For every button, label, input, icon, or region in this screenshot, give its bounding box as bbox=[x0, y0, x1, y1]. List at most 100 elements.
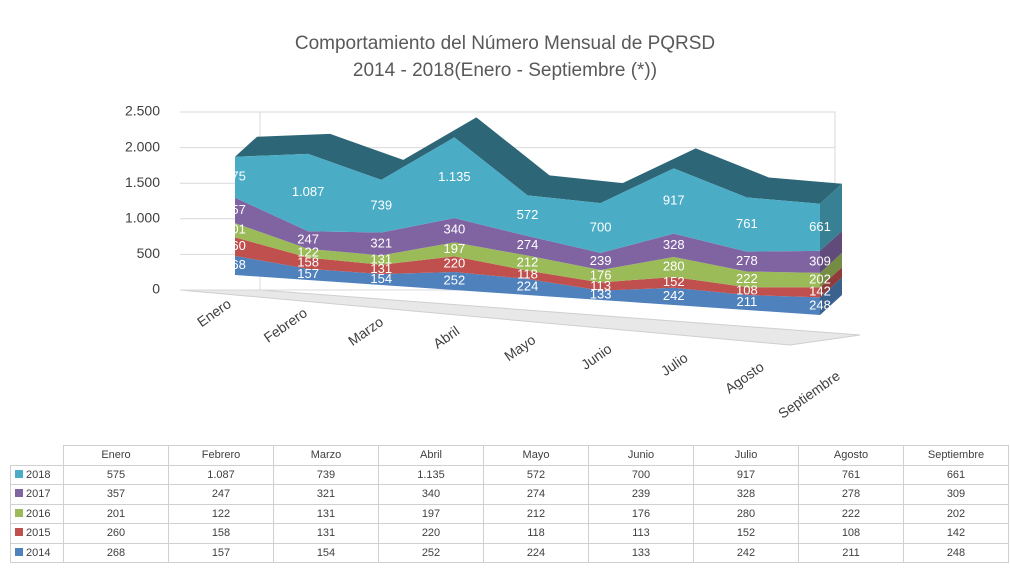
chart-title: Comportamiento del Número Mensual de PQR… bbox=[295, 33, 715, 54]
data-label: 211 bbox=[737, 294, 758, 309]
area-side bbox=[820, 277, 842, 315]
table-cell: 309 bbox=[903, 484, 1009, 505]
data-label: 268 bbox=[224, 257, 246, 272]
table-cell: 761 bbox=[798, 464, 904, 485]
table-series: 2018 bbox=[10, 464, 64, 485]
table-header: Abril bbox=[378, 445, 484, 466]
table-cell: 118 bbox=[483, 523, 589, 544]
legend-swatch bbox=[15, 469, 23, 478]
data-label: 321 bbox=[370, 235, 392, 250]
table-cell: 131 bbox=[273, 523, 379, 544]
table-cell: 152 bbox=[693, 523, 799, 544]
table-cell: 328 bbox=[693, 484, 799, 505]
table-cell: 321 bbox=[273, 484, 379, 505]
data-label: 278 bbox=[736, 253, 758, 268]
table-cell: 158 bbox=[168, 523, 274, 544]
table-cell: 247 bbox=[168, 484, 274, 505]
table-cell: 133 bbox=[588, 542, 694, 563]
x-tick-label: Febrero bbox=[261, 304, 311, 345]
data-label: 108 bbox=[736, 283, 758, 298]
legend-label: 2016 bbox=[26, 507, 51, 520]
data-label: 575 bbox=[224, 169, 246, 184]
legend-swatch bbox=[15, 489, 23, 498]
data-label: 274 bbox=[517, 237, 539, 252]
table-header: Marzo bbox=[273, 445, 379, 466]
table-cell: 739 bbox=[273, 464, 379, 485]
data-label: 131 bbox=[370, 261, 392, 276]
legend-swatch bbox=[15, 528, 23, 537]
data-label: 572 bbox=[517, 207, 539, 222]
data-label: 157 bbox=[297, 266, 319, 281]
x-tick-label: Mayo bbox=[501, 331, 538, 364]
table-cell: 280 bbox=[693, 503, 799, 524]
table-series: 2014 bbox=[10, 542, 64, 563]
data-label: 1.087 bbox=[292, 184, 325, 199]
y-tick-label: 2.500 bbox=[125, 103, 160, 119]
y-tick-label: 500 bbox=[137, 245, 161, 261]
table-row: 2018 575 1.087 739 1.135 572 700 917 761 661 bbox=[10, 464, 1009, 485]
table-cell: 661 bbox=[903, 464, 1009, 485]
x-tick-label: Enero bbox=[194, 295, 234, 330]
area bbox=[235, 223, 820, 288]
legend-label: 2015 bbox=[26, 527, 51, 540]
data-label: 252 bbox=[444, 272, 466, 287]
table-header: Septiembre bbox=[903, 445, 1009, 466]
table-cell: 252 bbox=[378, 542, 484, 563]
data-label: 280 bbox=[663, 258, 685, 273]
table-cell: 1.135 bbox=[378, 464, 484, 485]
x-tick-label: Junio bbox=[578, 340, 615, 372]
data-label: 917 bbox=[663, 192, 685, 207]
table-cell: 239 bbox=[588, 484, 694, 505]
chart: Comportamiento del Número Mensual de PQR… bbox=[125, 33, 861, 422]
legend-label: 2014 bbox=[26, 546, 51, 559]
data-label: 340 bbox=[444, 222, 466, 237]
data-label: 239 bbox=[590, 253, 612, 268]
table-header: Agosto bbox=[798, 445, 904, 466]
area-depth bbox=[235, 117, 842, 204]
table-cell: 142 bbox=[903, 523, 1009, 544]
area bbox=[235, 197, 820, 273]
data-label: 222 bbox=[736, 271, 758, 286]
table-series: 2017 bbox=[10, 484, 64, 505]
x-tick-label: Septiembre bbox=[775, 367, 843, 421]
data-label: 761 bbox=[736, 216, 758, 231]
data-label: 197 bbox=[444, 241, 466, 256]
table-corner bbox=[11, 446, 64, 466]
table-header-row: Enero Febrero Marzo Abril Mayo Junio Julio Agos… bbox=[11, 445, 1009, 466]
table-header: Mayo bbox=[483, 445, 589, 466]
data-label: 328 bbox=[663, 237, 685, 252]
data-label: 357 bbox=[224, 202, 246, 217]
data-label: 224 bbox=[517, 278, 539, 293]
table-cell: 176 bbox=[588, 503, 694, 524]
x-tick-label: Abril bbox=[430, 322, 462, 351]
area-side bbox=[820, 183, 842, 251]
table-cell: 1.087 bbox=[168, 464, 274, 485]
data-label: 242 bbox=[663, 288, 685, 303]
table-cell: 260 bbox=[63, 523, 169, 544]
data-label: 212 bbox=[517, 255, 539, 270]
table-cell: 248 bbox=[903, 542, 1009, 563]
x-tick-label: Marzo bbox=[345, 313, 386, 349]
data-label: 201 bbox=[224, 222, 246, 237]
table-cell: 700 bbox=[588, 464, 694, 485]
table-cell: 157 bbox=[168, 542, 274, 563]
y-tick-label: 1.000 bbox=[125, 210, 160, 226]
chart-subtitle: 2014 - 2018(Enero - Septiembre (*)) bbox=[353, 60, 657, 81]
data-label: 220 bbox=[444, 256, 466, 271]
data-label: 248 bbox=[809, 298, 831, 313]
data-label: 154 bbox=[370, 271, 392, 286]
data-label: 202 bbox=[809, 271, 831, 286]
table-cell: 211 bbox=[798, 542, 904, 563]
table-cell: 122 bbox=[168, 503, 274, 524]
table-header: Julio bbox=[693, 445, 799, 466]
x-tick-label: Julio bbox=[658, 349, 691, 379]
y-tick-label: 1.500 bbox=[125, 174, 160, 190]
legend-swatch bbox=[15, 547, 23, 556]
table-cell: 572 bbox=[483, 464, 589, 485]
table-cell: 242 bbox=[693, 542, 799, 563]
table-cell: 108 bbox=[798, 523, 904, 544]
data-label: 113 bbox=[590, 278, 611, 293]
data-label: 700 bbox=[590, 219, 612, 234]
table-cell: 357 bbox=[63, 484, 169, 505]
